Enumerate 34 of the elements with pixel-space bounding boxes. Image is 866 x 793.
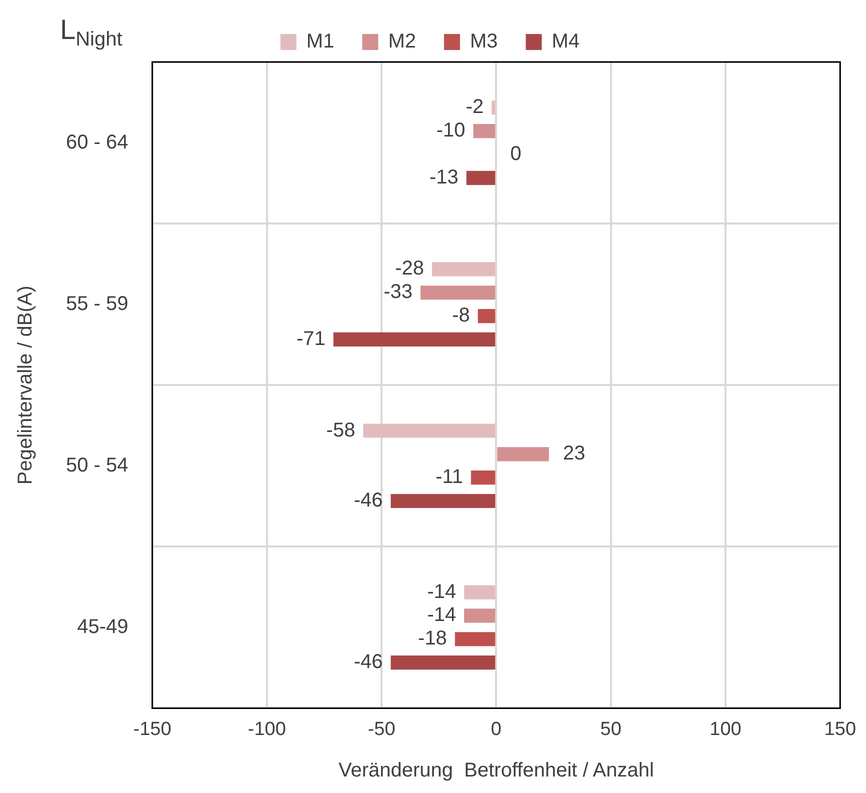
data-label: -2 xyxy=(466,96,484,118)
x-tick-label: 50 xyxy=(600,718,622,740)
x-tick-label: -50 xyxy=(368,718,396,740)
chart-title: L$_{Night}$ xyxy=(60,14,122,52)
data-label: -18 xyxy=(418,628,447,650)
legend-label: M4 xyxy=(552,30,580,53)
data-label: -14 xyxy=(427,580,456,603)
data-label: 23 xyxy=(562,442,586,465)
legend-label: M2 xyxy=(388,30,416,53)
data-label: -8 xyxy=(452,304,470,327)
data-label: 0 xyxy=(510,143,522,166)
data-label: -71 xyxy=(296,328,326,350)
y-axis-title: Pegelintervalle / dB(A) xyxy=(14,286,37,485)
x-axis-title: Veränderung Betroffenheit / Anzahl xyxy=(338,760,654,782)
data-label: -13 xyxy=(429,166,458,188)
x-tick-label: -100 xyxy=(248,718,286,740)
y-tick-label: 50 - 54 xyxy=(66,454,128,476)
x-tick-label: 0 xyxy=(490,718,502,740)
y-tick-label: 55 - 59 xyxy=(66,292,128,315)
x-tick-label: 100 xyxy=(710,718,742,740)
y-tick-label: 60 - 64 xyxy=(66,131,128,154)
data-label: -10 xyxy=(436,120,466,142)
x-tick-label: -150 xyxy=(133,718,172,740)
data-label: -11 xyxy=(436,466,463,488)
data-label: -46 xyxy=(354,490,383,512)
data-label: -14 xyxy=(427,604,456,626)
legend-label: M1 xyxy=(306,30,334,53)
data-label: -28 xyxy=(395,258,424,280)
data-label: -46 xyxy=(354,651,383,674)
x-tick-label: 150 xyxy=(824,718,856,740)
legend-label: M3 xyxy=(470,30,498,53)
y-tick-label: 45-49 xyxy=(77,616,128,638)
data-label: -33 xyxy=(384,281,413,304)
data-label: -58 xyxy=(326,419,356,442)
